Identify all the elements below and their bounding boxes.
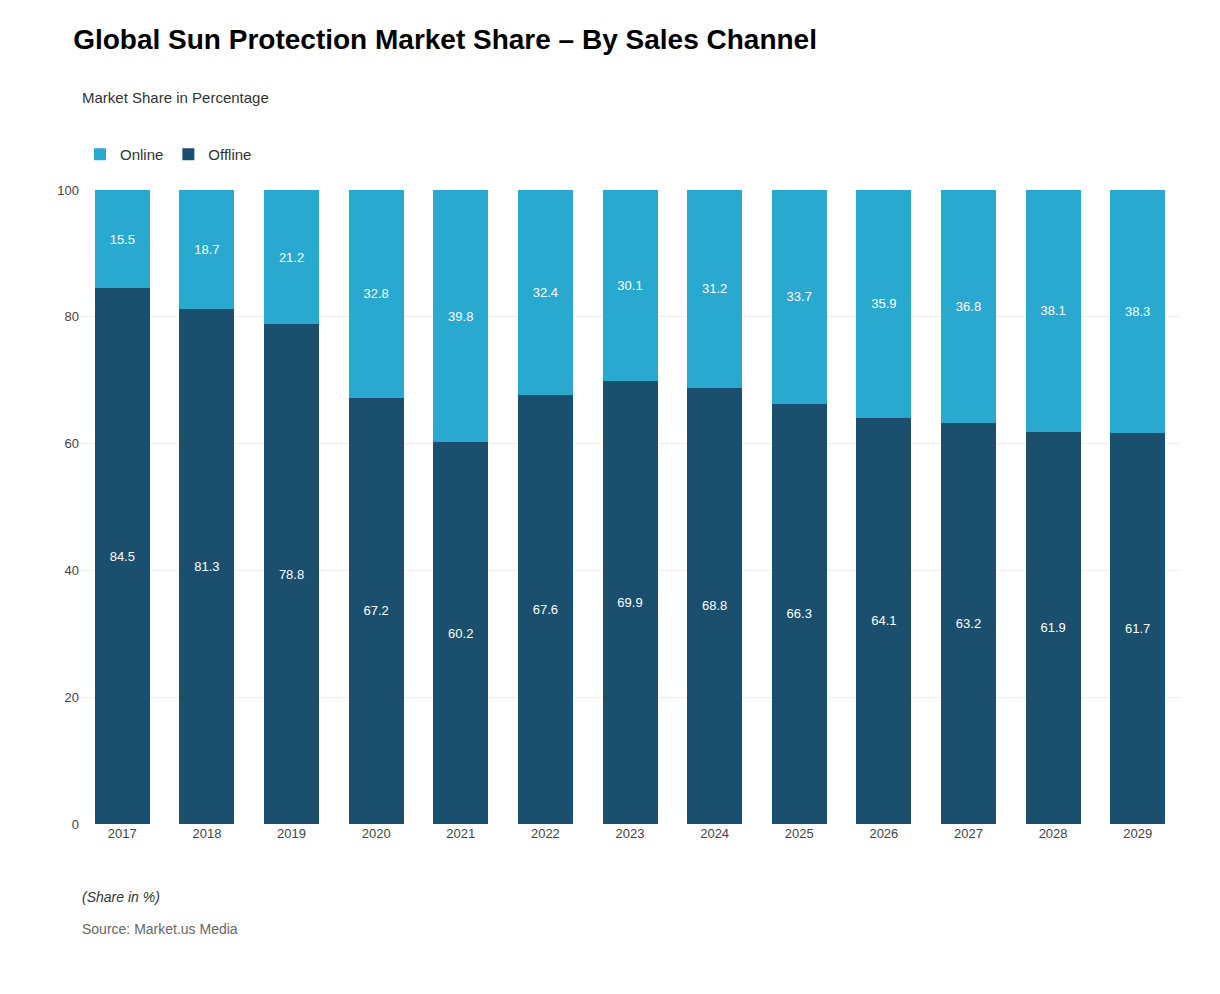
svg-text:2027: 2027 bbox=[954, 826, 983, 841]
svg-text:68.8: 68.8 bbox=[702, 598, 727, 613]
svg-text:0: 0 bbox=[72, 817, 79, 832]
svg-text:2017: 2017 bbox=[108, 826, 137, 841]
svg-text:66.3: 66.3 bbox=[787, 606, 812, 621]
svg-text:Market Share in Percentage: Market Share in Percentage bbox=[82, 89, 269, 106]
svg-text:39.8: 39.8 bbox=[448, 309, 473, 324]
svg-text:2029: 2029 bbox=[1123, 826, 1152, 841]
svg-text:Offline: Offline bbox=[208, 146, 251, 163]
svg-text:2025: 2025 bbox=[785, 826, 814, 841]
svg-text:61.9: 61.9 bbox=[1040, 620, 1065, 635]
svg-text:78.8: 78.8 bbox=[279, 567, 304, 582]
svg-text:2026: 2026 bbox=[869, 826, 898, 841]
svg-text:100: 100 bbox=[57, 183, 79, 198]
svg-text:2020: 2020 bbox=[362, 826, 391, 841]
svg-text:38.1: 38.1 bbox=[1040, 303, 1065, 318]
svg-text:Online: Online bbox=[120, 146, 163, 163]
svg-text:2023: 2023 bbox=[616, 826, 645, 841]
svg-text:36.8: 36.8 bbox=[956, 299, 981, 314]
svg-text:40: 40 bbox=[65, 563, 79, 578]
svg-text:21.2: 21.2 bbox=[279, 250, 304, 265]
svg-text:60.2: 60.2 bbox=[448, 626, 473, 641]
svg-text:2018: 2018 bbox=[192, 826, 221, 841]
svg-text:32.4: 32.4 bbox=[533, 285, 558, 300]
svg-text:84.5: 84.5 bbox=[110, 549, 135, 564]
svg-text:35.9: 35.9 bbox=[871, 296, 896, 311]
svg-text:18.7: 18.7 bbox=[194, 242, 219, 257]
svg-text:38.3: 38.3 bbox=[1125, 304, 1150, 319]
svg-text:60: 60 bbox=[65, 436, 79, 451]
svg-text:31.2: 31.2 bbox=[702, 281, 727, 296]
svg-text:2019: 2019 bbox=[277, 826, 306, 841]
svg-text:81.3: 81.3 bbox=[194, 559, 219, 574]
svg-text:Source: Market.us Media: Source: Market.us Media bbox=[82, 921, 238, 937]
svg-text:67.6: 67.6 bbox=[533, 602, 558, 617]
svg-text:80: 80 bbox=[65, 309, 79, 324]
svg-text:15.5: 15.5 bbox=[110, 232, 135, 247]
svg-text:2024: 2024 bbox=[700, 826, 729, 841]
svg-text:30.1: 30.1 bbox=[617, 278, 642, 293]
svg-text:69.9: 69.9 bbox=[617, 595, 642, 610]
svg-text:67.2: 67.2 bbox=[363, 603, 388, 618]
svg-text:2021: 2021 bbox=[446, 826, 475, 841]
svg-text:32.8: 32.8 bbox=[363, 286, 388, 301]
svg-text:61.7: 61.7 bbox=[1125, 621, 1150, 636]
svg-text:20: 20 bbox=[65, 690, 79, 705]
svg-text:2028: 2028 bbox=[1039, 826, 1068, 841]
svg-text:2022: 2022 bbox=[531, 826, 560, 841]
svg-text:63.2: 63.2 bbox=[956, 616, 981, 631]
svg-text:33.7: 33.7 bbox=[787, 289, 812, 304]
svg-text:(Share in %): (Share in %) bbox=[82, 889, 160, 905]
svg-text:Global Sun Protection Market S: Global Sun Protection Market Share – By … bbox=[73, 24, 817, 55]
svg-text:64.1: 64.1 bbox=[871, 613, 896, 628]
